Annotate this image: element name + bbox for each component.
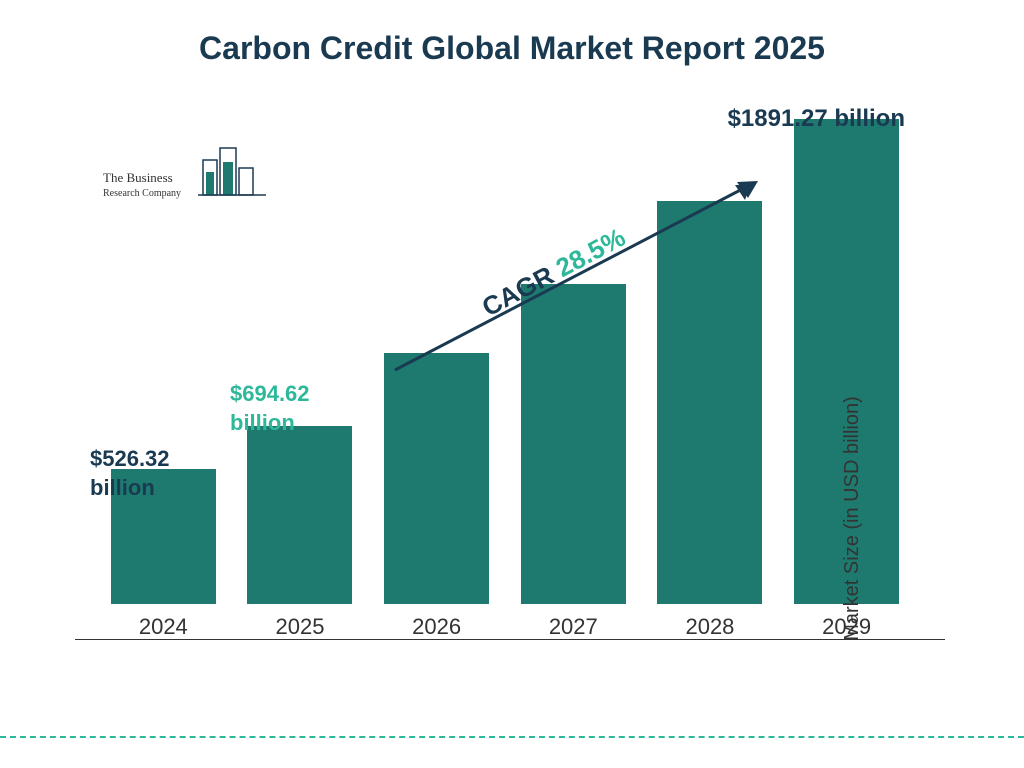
value-label-2025: $694.62 billion — [230, 380, 310, 437]
unit: billion — [230, 410, 295, 435]
chart-area: The Business Research Company 2024202520… — [95, 120, 915, 680]
bar — [247, 426, 352, 604]
value-label-2029: $1891.27 billion — [728, 105, 905, 133]
value-label-2024: $526.32 billion — [90, 445, 170, 502]
bottom-dashed-border — [0, 736, 1024, 738]
x-axis-label: 2027 — [549, 614, 598, 640]
x-axis-line — [75, 639, 945, 640]
y-axis-label: Market Size (in USD billion) — [841, 396, 864, 641]
cagr-annotation: CAGR 28.5% — [380, 170, 780, 370]
x-axis-label: 2025 — [276, 614, 325, 640]
x-axis-label: 2024 — [139, 614, 188, 640]
amount: $694.62 — [230, 381, 310, 406]
arrow-icon — [380, 170, 780, 390]
bar-group: 2026 — [372, 353, 502, 640]
bar-group: 2025 — [235, 426, 365, 640]
bar — [384, 353, 489, 604]
x-axis-label: 2028 — [685, 614, 734, 640]
unit: billion — [90, 475, 155, 500]
amount: $526.32 — [90, 446, 170, 471]
chart-title: Carbon Credit Global Market Report 2025 — [0, 0, 1024, 67]
x-axis-label: 2026 — [412, 614, 461, 640]
